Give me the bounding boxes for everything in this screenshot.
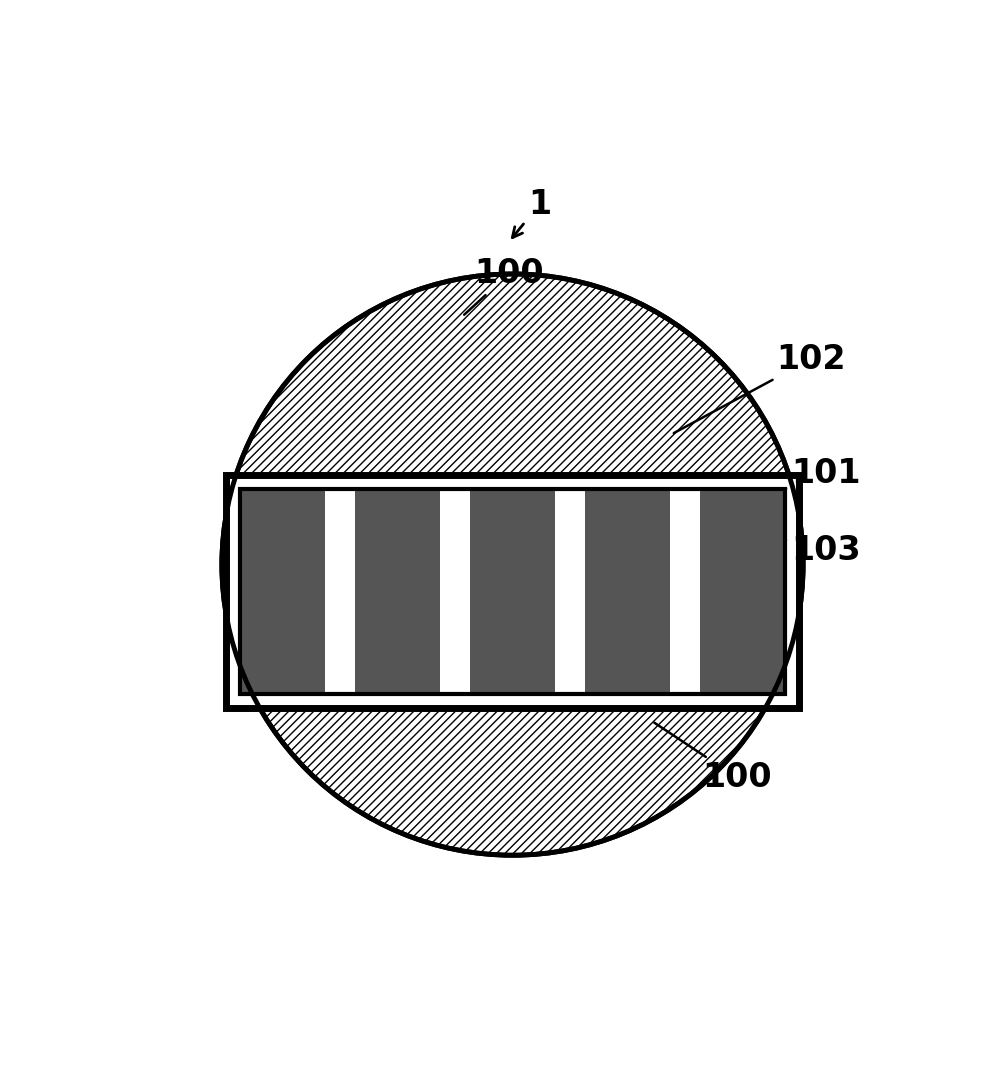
Bar <box>240 490 325 694</box>
Bar <box>700 490 785 694</box>
Text: 1: 1 <box>512 188 551 238</box>
Bar <box>325 490 355 694</box>
Bar <box>585 490 670 694</box>
Text: 103: 103 <box>777 534 861 567</box>
Bar <box>226 476 799 708</box>
Text: 102: 102 <box>674 343 846 433</box>
Bar <box>240 490 325 694</box>
Bar <box>355 490 440 694</box>
Bar <box>355 490 440 694</box>
Bar <box>470 490 555 694</box>
Bar <box>470 490 555 694</box>
Bar <box>440 490 470 694</box>
Text: 100: 100 <box>654 723 772 794</box>
Bar <box>240 490 785 694</box>
Bar <box>226 476 799 708</box>
Text: 100: 100 <box>464 257 543 315</box>
Bar <box>555 490 585 694</box>
Circle shape <box>222 274 803 855</box>
Bar <box>700 490 785 694</box>
Bar <box>585 490 670 694</box>
Bar <box>240 490 785 694</box>
Bar <box>670 490 700 694</box>
Text: 101: 101 <box>782 457 861 490</box>
